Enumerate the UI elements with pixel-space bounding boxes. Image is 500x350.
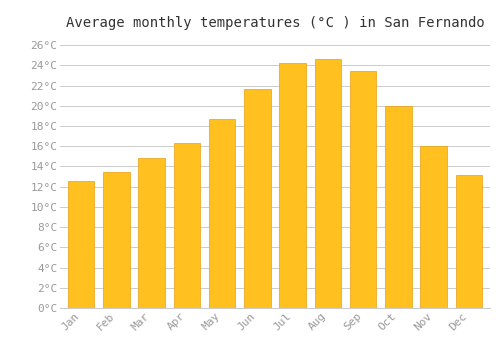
- Bar: [244, 89, 270, 308]
- Bar: [314, 59, 341, 308]
- Bar: [138, 158, 165, 308]
- Bar: [350, 71, 376, 308]
- Bar: [420, 146, 447, 308]
- Title: Average monthly temperatures (°C ) in San Fernando: Average monthly temperatures (°C ) in Sa…: [66, 16, 484, 30]
- Bar: [209, 119, 236, 308]
- Bar: [68, 181, 94, 308]
- Bar: [280, 63, 306, 308]
- Bar: [456, 175, 482, 308]
- Bar: [385, 106, 411, 308]
- Bar: [174, 143, 200, 308]
- Bar: [103, 172, 130, 308]
